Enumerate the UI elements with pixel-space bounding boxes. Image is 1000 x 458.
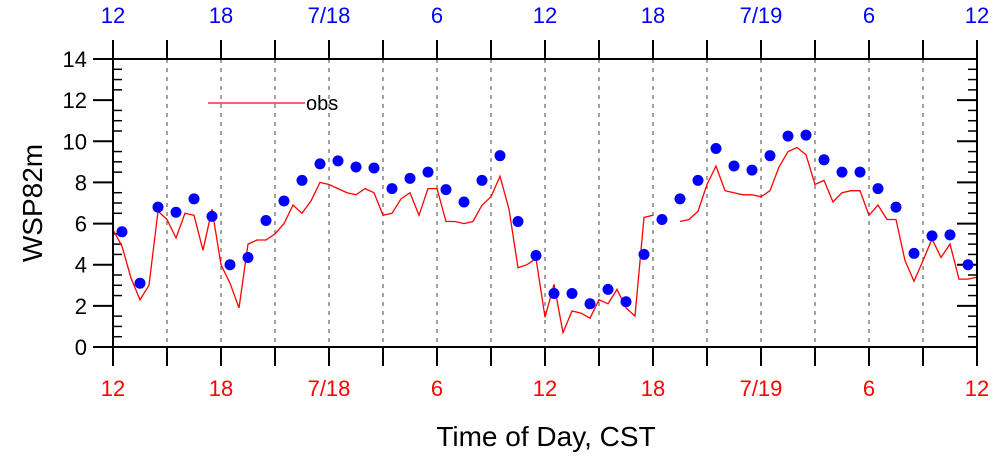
- data-point-marker: [386, 183, 398, 195]
- data-point-marker: [206, 210, 218, 222]
- data-point-marker: [782, 130, 794, 142]
- tick-labels: 0 2 4 6 8 10 12 14 12 12 18 18 7/18 7/18 6 6 12 12 18 18 7/1…: [63, 3, 990, 401]
- data-point-marker: [152, 201, 164, 213]
- data-point-marker: [854, 166, 866, 178]
- data-point-marker: [458, 196, 470, 208]
- data-point-marker: [368, 162, 380, 174]
- data-point-marker: [350, 161, 362, 173]
- bottom-x-tick-label: 12: [533, 376, 557, 401]
- data-point-marker: [890, 201, 902, 213]
- x-axis-label: Time of Day, CST: [436, 421, 655, 452]
- top-x-tick-label: 12: [965, 3, 989, 28]
- data-point-marker: [188, 193, 200, 205]
- top-x-tick-label: 18: [641, 3, 665, 28]
- data-point-marker: [296, 174, 308, 186]
- y-tick-label: 6: [75, 212, 87, 237]
- data-point-marker: [494, 150, 506, 162]
- data-point-marker: [764, 150, 776, 162]
- data-point-marker: [116, 226, 128, 238]
- data-point-marker: [944, 229, 956, 241]
- data-point-marker: [908, 247, 920, 259]
- y-tick-label: 8: [75, 170, 87, 195]
- data-point-marker: [530, 249, 542, 261]
- bottom-x-tick-label: 7/19: [740, 376, 783, 401]
- bottom-x-tick-label: 12: [965, 376, 989, 401]
- data-point-marker: [476, 174, 488, 186]
- bottom-x-tick-label: 18: [209, 376, 233, 401]
- data-point-marker: [584, 298, 596, 310]
- y-tick-label: 14: [63, 47, 87, 72]
- legend: obs: [208, 93, 338, 115]
- legend-label-obs: obs: [306, 93, 338, 115]
- data-point-marker: [692, 174, 704, 186]
- data-point-marker: [926, 230, 938, 242]
- data-point-marker: [170, 206, 182, 218]
- data-point-marker: [836, 166, 848, 178]
- bottom-x-tick-label: 6: [863, 376, 875, 401]
- data-point-marker: [656, 213, 668, 225]
- y-tick-label: 4: [75, 253, 87, 278]
- data-point-marker: [404, 172, 416, 184]
- data-point-marker: [746, 164, 758, 176]
- obs-series-line: [112, 146, 978, 335]
- top-x-tick-label: 7/19: [740, 3, 783, 28]
- top-x-tick-label: 6: [431, 3, 443, 28]
- data-point-marker: [728, 160, 740, 172]
- data-point-marker: [422, 166, 434, 178]
- top-x-tick-label: 18: [209, 3, 233, 28]
- data-point-marker: [872, 183, 884, 195]
- top-x-tick-label: 12: [533, 3, 557, 28]
- y-tick-label: 2: [75, 294, 87, 319]
- data-point-marker: [224, 259, 236, 271]
- data-point-marker: [314, 158, 326, 170]
- data-point-marker: [566, 288, 578, 300]
- data-point-marker: [260, 214, 272, 226]
- data-point-marker: [620, 296, 632, 308]
- gridlines: [166, 59, 924, 347]
- series-layer: [112, 129, 978, 335]
- data-point-marker: [674, 193, 686, 205]
- data-point-marker: [332, 155, 344, 167]
- data-point-marker: [548, 288, 560, 300]
- y-axis-label: WSP82m: [17, 144, 48, 262]
- bottom-x-tick-label: 12: [101, 376, 125, 401]
- y-tick-label: 0: [75, 335, 87, 360]
- data-point-marker: [440, 184, 452, 196]
- top-x-tick-label: 12: [101, 3, 125, 28]
- data-point-marker: [962, 259, 974, 271]
- data-point-marker: [800, 129, 812, 141]
- data-point-marker: [710, 142, 722, 154]
- plot-frame: [112, 58, 978, 348]
- data-point-marker: [278, 195, 290, 207]
- top-x-tick-label: 6: [863, 3, 875, 28]
- y-tick-label: 12: [63, 88, 87, 113]
- data-point-marker: [242, 252, 254, 264]
- data-point-marker: [134, 277, 146, 289]
- y-tick-label: 10: [63, 129, 87, 154]
- axis-ticks: [93, 40, 978, 366]
- bottom-x-tick-label: 18: [641, 376, 665, 401]
- data-point-marker: [638, 248, 650, 260]
- bottom-x-tick-label: 6: [431, 376, 443, 401]
- top-x-tick-label: 7/18: [308, 3, 351, 28]
- data-point-marker: [512, 216, 524, 228]
- data-point-marker: [818, 154, 830, 166]
- data-point-marker: [602, 283, 614, 295]
- bottom-x-tick-label: 7/18: [308, 376, 351, 401]
